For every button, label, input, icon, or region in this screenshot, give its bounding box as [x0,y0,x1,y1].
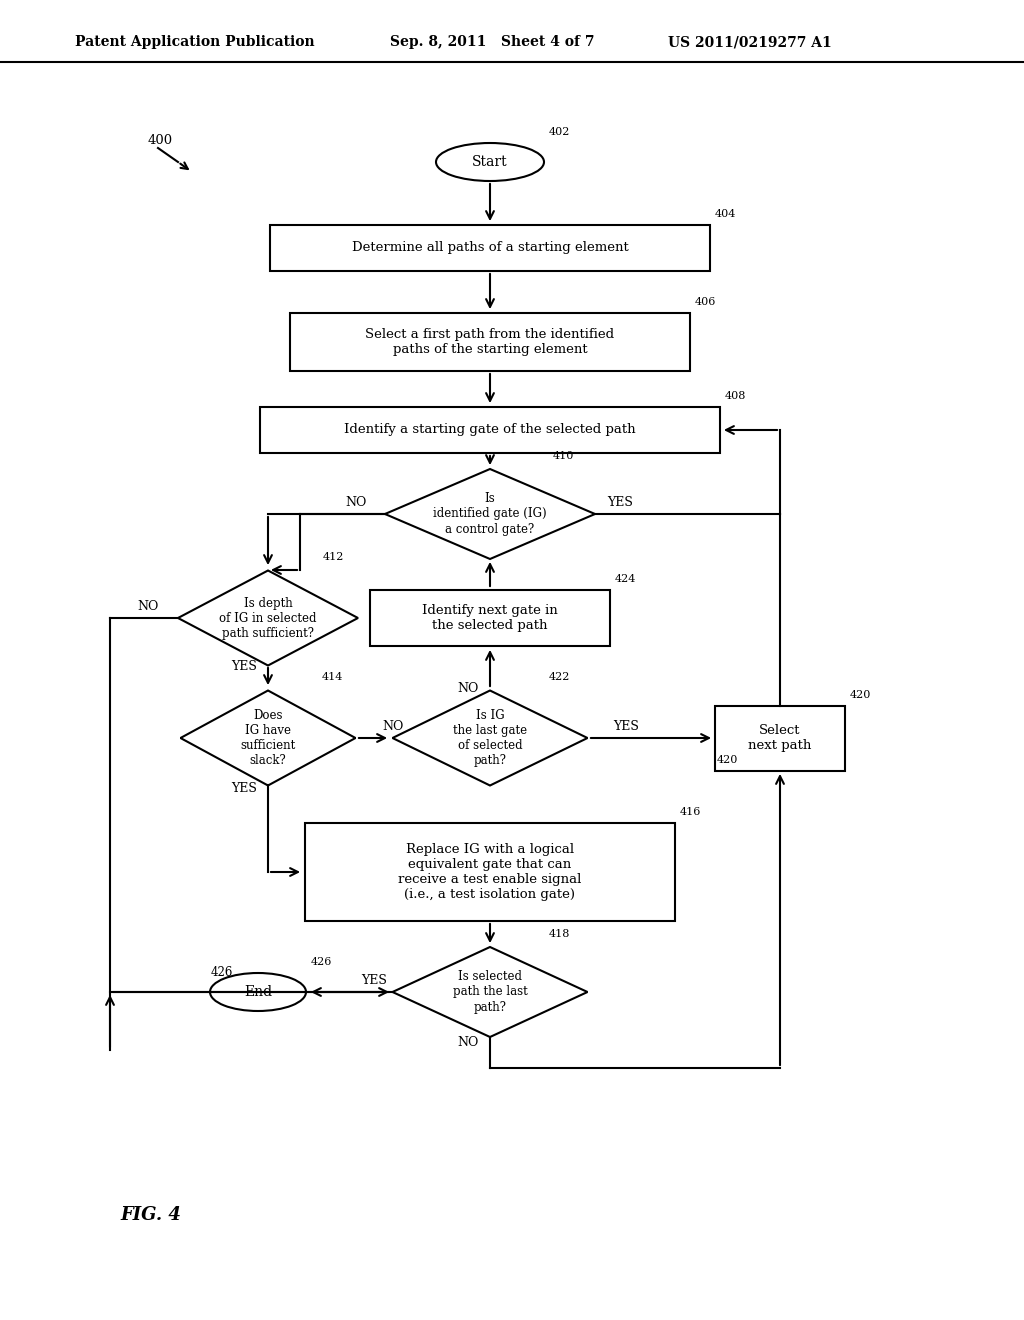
Text: Determine all paths of a starting element: Determine all paths of a starting elemen… [351,242,629,255]
Text: 404: 404 [715,209,736,219]
Text: 426: 426 [211,965,233,978]
Polygon shape [385,469,595,558]
Text: Is
identified gate (IG)
a control gate?: Is identified gate (IG) a control gate? [433,492,547,536]
Text: NO: NO [382,719,403,733]
Text: US 2011/0219277 A1: US 2011/0219277 A1 [668,36,831,49]
FancyBboxPatch shape [305,822,675,921]
Text: FIG. 4: FIG. 4 [120,1206,181,1224]
Text: 412: 412 [323,553,344,562]
FancyBboxPatch shape [715,705,845,771]
Text: NO: NO [458,1036,478,1049]
Text: Start: Start [472,154,508,169]
Text: 420: 420 [850,689,871,700]
Text: 420: 420 [717,755,737,766]
Text: Does
IG have
sufficient
slack?: Does IG have sufficient slack? [241,709,296,767]
Text: NO: NO [137,599,159,612]
Text: Replace IG with a logical
equivalent gate that can
receive a test enable signal
: Replace IG with a logical equivalent gat… [398,843,582,902]
Text: 414: 414 [322,672,343,682]
Text: NO: NO [458,681,478,694]
Text: YES: YES [231,660,257,673]
Text: Select a first path from the identified
paths of the starting element: Select a first path from the identified … [366,327,614,356]
Text: 402: 402 [549,127,570,137]
FancyBboxPatch shape [370,590,610,645]
Polygon shape [180,690,355,785]
Text: 422: 422 [549,672,570,682]
Text: Patent Application Publication: Patent Application Publication [75,36,314,49]
Text: YES: YES [613,719,639,733]
Text: Select
next path: Select next path [749,723,812,752]
FancyBboxPatch shape [260,407,720,453]
Polygon shape [178,570,358,665]
Text: End: End [244,985,272,999]
Text: Is IG
the last gate
of selected
path?: Is IG the last gate of selected path? [453,709,527,767]
Ellipse shape [210,973,306,1011]
Text: 418: 418 [549,929,570,939]
Text: 416: 416 [680,807,701,817]
Text: Is selected
path the last
path?: Is selected path the last path? [453,970,527,1014]
Text: Is depth
of IG in selected
path sufficient?: Is depth of IG in selected path sufficie… [219,597,316,639]
Text: 426: 426 [311,957,333,968]
Text: 424: 424 [615,574,636,583]
Text: YES: YES [607,495,633,508]
Text: Identify a starting gate of the selected path: Identify a starting gate of the selected… [344,424,636,437]
Text: 410: 410 [553,451,573,461]
Text: YES: YES [231,781,257,795]
Text: YES: YES [361,974,387,986]
Text: NO: NO [345,495,367,508]
Polygon shape [392,690,588,785]
Ellipse shape [436,143,544,181]
FancyBboxPatch shape [270,224,710,271]
Text: 406: 406 [695,297,717,308]
FancyBboxPatch shape [290,313,690,371]
Polygon shape [392,946,588,1038]
Text: Sep. 8, 2011   Sheet 4 of 7: Sep. 8, 2011 Sheet 4 of 7 [390,36,595,49]
Text: Identify next gate in
the selected path: Identify next gate in the selected path [422,605,558,632]
Text: 400: 400 [148,133,173,147]
Text: 408: 408 [725,391,746,401]
